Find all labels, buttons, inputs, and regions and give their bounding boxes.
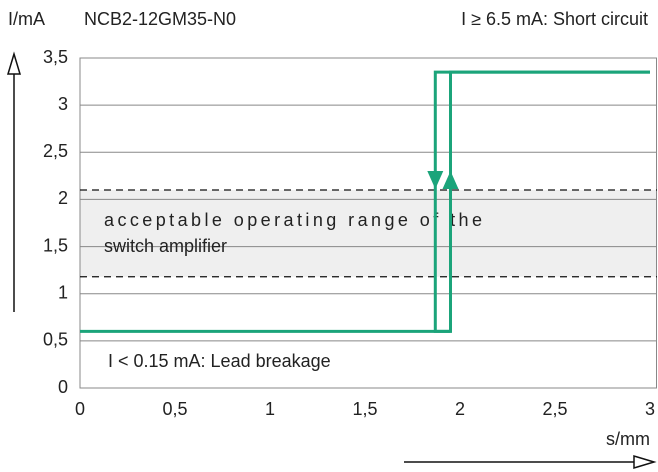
y-tick-label: 0 (58, 377, 68, 397)
x-tick-label: 2 (455, 399, 465, 419)
y-tick-label: 3,5 (43, 47, 68, 67)
y-tick-label: 1,5 (43, 235, 68, 255)
plot-frame (79, 57, 657, 389)
x-tick-label: 0 (75, 399, 85, 419)
y-tick-label: 2 (58, 188, 68, 208)
annotation: I ≥ 6.5 mA: Short circuit (461, 9, 648, 29)
y-tick-label: 1 (58, 282, 68, 302)
x-tick-label: 3 (645, 399, 655, 419)
x-tick-label: 2,5 (542, 399, 567, 419)
band-label: switch amplifier (104, 236, 227, 256)
y-tick-label: 2,5 (43, 141, 68, 161)
y-axis-label: I/mA (8, 9, 45, 29)
up-arrow-head (442, 171, 459, 189)
annotation: I < 0.15 mA: Lead breakage (108, 351, 331, 371)
x-tick-label: 0,5 (162, 399, 187, 419)
x-tick-label: 1,5 (352, 399, 377, 419)
x-axis-label: s/mm (606, 429, 650, 449)
y-axis-arrow-head (6, 51, 22, 75)
y-tick-label: 0,5 (43, 330, 68, 350)
down-arrow-head (427, 171, 444, 189)
x-axis-arrow-head (633, 454, 657, 470)
chart-title: NCB2-12GM35-N0 (84, 9, 236, 29)
band-label: acceptable operating range of the (104, 210, 482, 230)
y-tick-label: 3 (58, 94, 68, 114)
x-tick-label: 1 (265, 399, 275, 419)
data-line (433, 70, 650, 333)
band (80, 190, 657, 277)
